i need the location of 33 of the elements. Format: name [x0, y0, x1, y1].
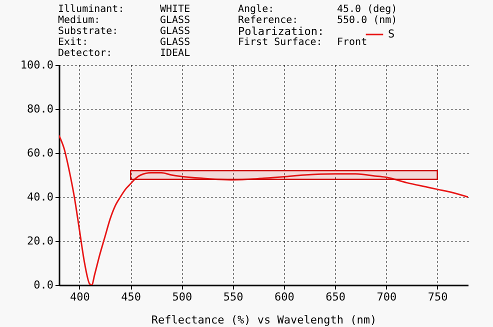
text: Front [337, 37, 368, 49]
x-tick-label: 650 [326, 290, 346, 304]
x-tick-label: 700 [376, 290, 397, 304]
x-tick-label: 450 [121, 290, 142, 304]
y-tick-label: 60.0 [27, 146, 54, 160]
text: First Surface: [238, 37, 322, 49]
text: IDEAL [160, 48, 190, 60]
text: Medium: [58, 15, 100, 26]
y-tick-label: 40.0 [27, 190, 54, 204]
text: 45.0 (deg) [337, 4, 398, 15]
text: Exit: [58, 37, 88, 48]
x-tick-label: 400 [70, 290, 90, 304]
legend-title: Polarization: [238, 25, 324, 38]
y-tick-label: 20.0 [27, 234, 54, 248]
y-tick-label: 100.0 [20, 58, 54, 72]
text: Reference: [238, 15, 298, 26]
x-tick-label: 550 [223, 290, 244, 304]
text: 550.0 (nm) [337, 15, 398, 27]
text: Detector: [58, 48, 112, 60]
text: GLASS [160, 15, 190, 26]
text: Angle: [238, 4, 274, 15]
text: Illuminant: [58, 4, 124, 15]
text: WHITE [160, 4, 190, 16]
x-tick-label: 600 [274, 290, 294, 304]
text: Substrate: [58, 26, 118, 37]
legend-label: S [388, 28, 395, 40]
text: GLASS [160, 37, 190, 48]
y-tick-label: 0.0 [34, 278, 54, 292]
text: GLASS [160, 26, 190, 38]
x-tick-label: 500 [172, 290, 192, 304]
x-tick-label: 750 [428, 290, 448, 304]
x-axis-title: Reflectance (%) vs Wavelength (nm) [151, 314, 377, 326]
y-tick-label: 80.0 [27, 102, 54, 116]
